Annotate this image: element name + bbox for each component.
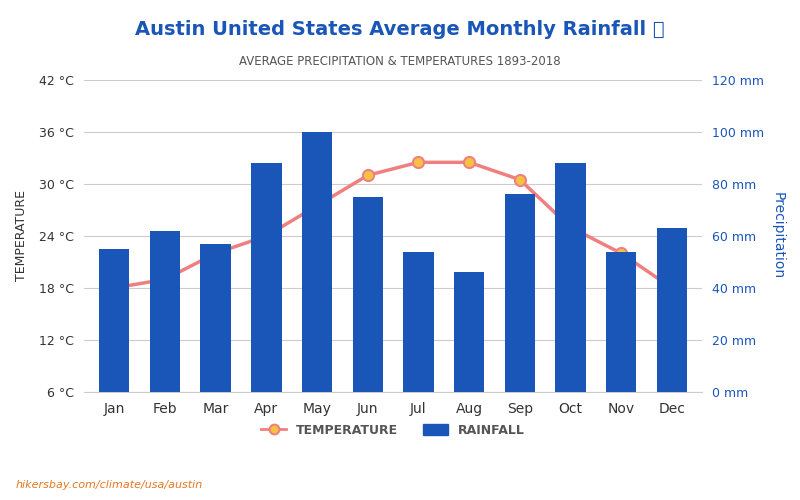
Bar (606, 252, 637, 392)
Bar (353, 197, 383, 392)
Bar (302, 132, 332, 392)
Legend: TEMPERATURE, RAINFALL: TEMPERATURE, RAINFALL (256, 419, 530, 442)
Bar (555, 163, 586, 392)
Text: Austin United States Average Monthly Rainfall 🌧: Austin United States Average Monthly Rai… (135, 20, 665, 39)
Bar (99, 249, 130, 392)
Y-axis label: Precipitation: Precipitation (771, 192, 785, 280)
Text: AVERAGE PRECIPITATION & TEMPERATURES 1893-2018: AVERAGE PRECIPITATION & TEMPERATURES 189… (239, 55, 561, 68)
Text: hikersbay.com/climate/usa/austin: hikersbay.com/climate/usa/austin (16, 480, 203, 490)
Bar (657, 228, 687, 392)
Bar (201, 244, 231, 392)
Bar (505, 194, 535, 392)
Bar (251, 163, 282, 392)
Bar (454, 272, 484, 392)
Bar (403, 252, 434, 392)
Y-axis label: TEMPERATURE: TEMPERATURE (15, 190, 28, 282)
Bar (150, 231, 180, 392)
